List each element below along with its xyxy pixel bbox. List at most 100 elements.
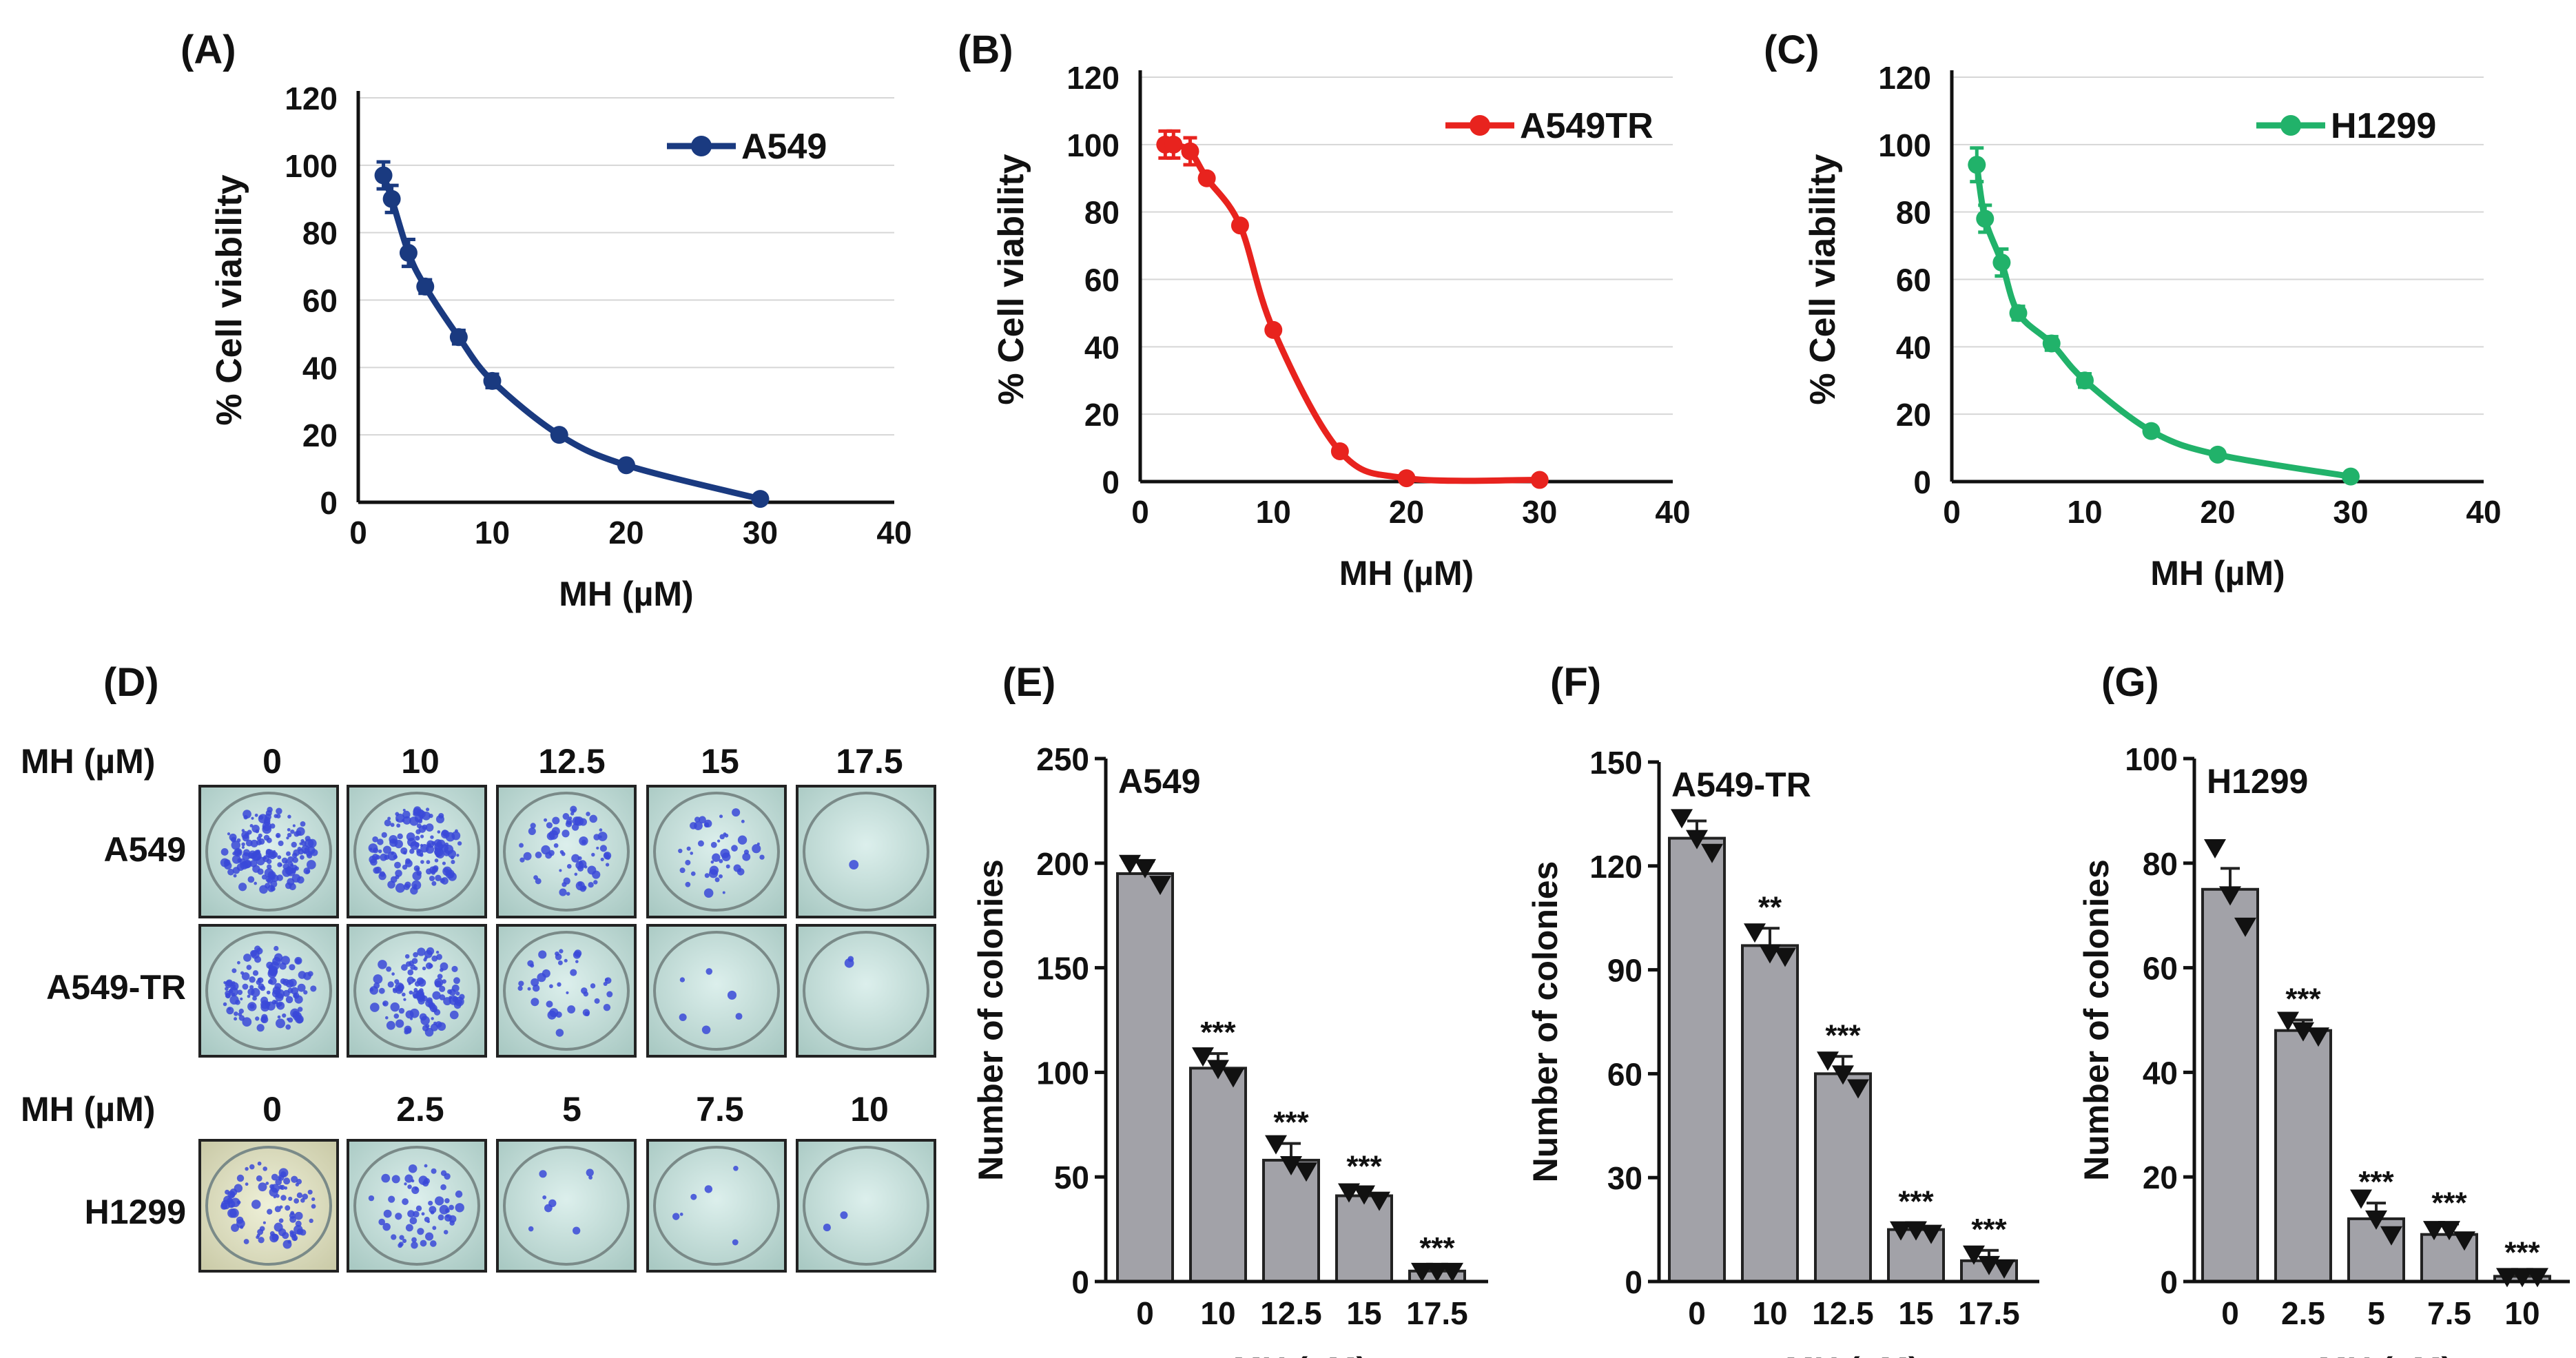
colony-dot (409, 990, 413, 995)
colony-dot (599, 845, 607, 852)
plate-frame (347, 1139, 487, 1273)
colony-dot (277, 862, 282, 867)
colony-dot (259, 1226, 265, 1232)
data-point (2009, 304, 2028, 322)
colony-dot (549, 984, 553, 989)
chart-title: A549-TR (1671, 765, 1811, 804)
data-point (374, 166, 393, 185)
colony-dot (581, 839, 586, 845)
colony-dot (591, 852, 595, 857)
chart-title: H1299 (2207, 762, 2308, 801)
colony-dot (756, 842, 760, 845)
colony-dot (269, 823, 276, 829)
colony-dot (429, 866, 437, 874)
data-point (1774, 947, 1796, 967)
colony-dot (567, 1005, 576, 1014)
x-tick-label: 40 (1655, 494, 1690, 530)
colony-dot (418, 810, 426, 819)
colony-dot (704, 1185, 713, 1193)
plate-rim (803, 1146, 929, 1266)
colony-dot (279, 963, 287, 970)
colony-dot (431, 955, 438, 962)
colony-dot (265, 876, 272, 883)
colony-dot (396, 823, 401, 828)
colony-dot (422, 966, 426, 971)
colony-dot (267, 979, 273, 985)
colony-dot (409, 1008, 420, 1018)
colony-dot (440, 1184, 446, 1191)
colony-dot (257, 977, 264, 984)
colony-dot (436, 954, 443, 960)
colony-dot (300, 1198, 305, 1203)
colony-dot (840, 1211, 848, 1220)
colony-dot (596, 846, 599, 850)
plate-rim (503, 792, 630, 912)
data-point (1230, 216, 1249, 235)
colony-dot (703, 822, 710, 827)
colony-dot (225, 859, 229, 863)
colony-dot (586, 812, 590, 816)
dose-row-bottom: 0 2.5 5 7.5 10 (262, 1090, 889, 1129)
colony-dot (245, 1166, 249, 1171)
colony-dot (233, 874, 237, 878)
colony-dot (391, 972, 395, 976)
x-axis-label: MH (µM) (2150, 554, 2285, 593)
colony-dot (731, 845, 738, 852)
colony-dot (559, 949, 564, 954)
plate-frame (796, 924, 936, 1058)
colony-dot (258, 1182, 267, 1192)
colony-dot (409, 848, 415, 854)
colony-dot (719, 874, 723, 878)
colony-dot (411, 1242, 418, 1249)
colony-dot (690, 1193, 697, 1200)
colony-dot (455, 991, 460, 996)
colony-dot (282, 1232, 289, 1239)
colony-dot (299, 854, 305, 860)
colony-dot (370, 1002, 380, 1012)
colony-dot (242, 983, 249, 990)
colony-dot (246, 965, 252, 970)
colony-dot (445, 1208, 450, 1213)
colony-dot (256, 1175, 262, 1182)
data-point (1920, 1224, 1942, 1244)
plate-rim (653, 931, 780, 1051)
colony-dot (410, 886, 418, 895)
colony-dot (231, 968, 237, 974)
colony-dot (717, 839, 721, 843)
plate-rim (803, 931, 929, 1051)
colony-dot (410, 964, 416, 970)
colony-plate-grid: MH (µM) 0 10 12.5 15 17.5 A549 A549-TR M… (21, 742, 936, 1273)
colony-dot (742, 852, 751, 861)
colony-dot (282, 1013, 287, 1018)
colony-dot (291, 1175, 298, 1183)
colony-dot (409, 1217, 418, 1225)
colony-dot (426, 997, 433, 1004)
legend-marker (1470, 115, 1490, 136)
colony-dot (435, 815, 444, 824)
colony-plate (646, 924, 787, 1058)
colony-dot (300, 839, 305, 843)
colony-dot (275, 832, 281, 839)
data-point (2042, 334, 2061, 353)
colony-dot (227, 1208, 237, 1218)
dose-bottom: 5 (562, 1090, 581, 1129)
colony-dot (444, 1173, 451, 1180)
colony-dot (844, 958, 854, 968)
colony-dot (241, 972, 250, 980)
colony-dot (420, 834, 424, 839)
x-tick-label: 30 (743, 515, 778, 551)
colony-dot (605, 854, 611, 860)
colony-dot (678, 848, 683, 854)
x-tick-label: 15 (1346, 1295, 1381, 1331)
colony-dot (430, 835, 434, 839)
x-tick-label: 12.5 (1260, 1295, 1322, 1331)
colony-dot (440, 967, 444, 972)
data-point (550, 426, 568, 444)
colony-dot (603, 981, 608, 987)
series-line (1164, 141, 1540, 484)
data-point (2307, 1027, 2329, 1047)
colony-dot (285, 996, 293, 1004)
dose-bottom: 2.5 (396, 1090, 444, 1129)
colony-dot (251, 1200, 261, 1209)
colony-dot (417, 1228, 424, 1235)
